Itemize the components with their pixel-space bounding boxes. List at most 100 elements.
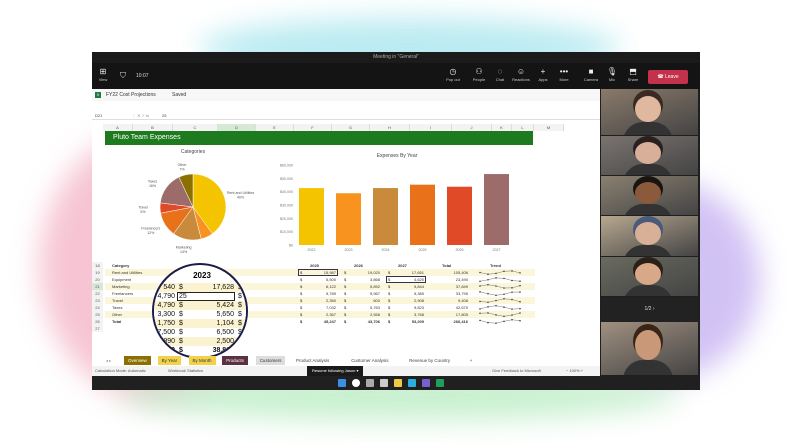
task-view-icon[interactable]	[366, 379, 374, 387]
apps-button[interactable]: + Apps	[532, 66, 554, 82]
formula-bar[interactable]: 25	[162, 113, 167, 118]
participant-video-tile[interactable]	[601, 136, 698, 175]
category-cell[interactable]: Other	[112, 312, 123, 317]
value-cell[interactable]: $5,763	[344, 305, 380, 310]
value-cell[interactable]: $43,706	[344, 319, 380, 324]
row-number[interactable]: 27	[92, 325, 103, 332]
view-button[interactable]: ⊞ View	[92, 66, 114, 82]
sheet-tab[interactable]: Revenue by Country	[409, 358, 451, 363]
mic-button[interactable]: 🎙︎ Mic	[601, 66, 623, 82]
sheet-tab[interactable]: Overview	[124, 356, 151, 365]
value-cell[interactable]: $15,987	[300, 270, 336, 275]
row-number[interactable]: 25	[92, 311, 103, 318]
category-cell[interactable]: Freelancers	[112, 291, 134, 296]
reactions-button[interactable]: ☺ Reactions	[510, 66, 532, 82]
value-cell[interactable]: $4,620	[388, 277, 424, 282]
explorer-icon[interactable]	[394, 379, 402, 387]
gallery-pager[interactable]: 1/2 ›	[601, 297, 698, 322]
participant-video-tile[interactable]	[601, 257, 698, 296]
value-cell[interactable]: $2,367	[300, 312, 336, 317]
sheet-tab[interactable]: Products	[222, 356, 248, 365]
sheet-tab[interactable]: Product Analysis	[296, 358, 330, 363]
file-name[interactable]: FY22 Cost Projections	[106, 92, 156, 98]
value-cell[interactable]: $17,651	[388, 270, 424, 275]
column-header[interactable]: A	[103, 124, 133, 131]
share-button[interactable]: ⬒ Share	[622, 66, 644, 82]
value-cell[interactable]: $9,844	[388, 284, 424, 289]
value-cell[interactable]: $600	[344, 298, 380, 303]
value-cell[interactable]: $5,389	[388, 291, 424, 296]
row-number[interactable]: 20	[92, 276, 103, 283]
column-header[interactable]: L	[512, 124, 534, 131]
row-number[interactable]: 21	[92, 283, 103, 290]
name-box[interactable]: D21	[95, 113, 103, 118]
value-cell[interactable]: 266,416	[453, 319, 468, 324]
value-cell[interactable]: 23,490	[455, 277, 468, 282]
leave-button[interactable]: ☎ Leave	[648, 70, 688, 84]
row-number[interactable]: 22	[92, 290, 103, 297]
value-cell[interactable]: $3,868	[344, 277, 380, 282]
value-cell[interactable]: $19,020	[344, 270, 380, 275]
sheet-tab[interactable]: Customer Analysis	[351, 358, 389, 363]
category-cell[interactable]: Travel	[112, 298, 123, 303]
chat-button[interactable]: ◌ Chat	[489, 66, 511, 82]
value-cell[interactable]: $9,823	[388, 305, 424, 310]
row-number[interactable]: 18	[92, 262, 103, 269]
column-header[interactable]: C	[173, 124, 218, 131]
value-cell[interactable]: 42,670	[455, 305, 468, 310]
more-button[interactable]: ••• More	[553, 66, 575, 82]
value-cell[interactable]: 9,408	[457, 298, 468, 303]
category-cell[interactable]: Marketing	[112, 284, 130, 289]
column-header[interactable]: M	[534, 124, 564, 131]
feedback-link[interactable]: Give Feedback to Microsoft	[492, 368, 541, 373]
value-cell[interactable]: $5,967	[344, 291, 380, 296]
camera-button[interactable]: ■ Camera	[580, 66, 602, 82]
sheet-tab[interactable]: Customers	[255, 356, 286, 365]
column-header[interactable]: K	[492, 124, 512, 131]
tab-scroll-icons[interactable]: ◂ ▸	[106, 358, 112, 363]
pop-out-button[interactable]: ◷ Pop out	[442, 66, 464, 82]
workbook-statistics[interactable]: Workbook Statistics	[168, 368, 204, 373]
teams-icon[interactable]	[422, 379, 430, 387]
start-icon[interactable]	[338, 379, 346, 387]
column-header[interactable]: B	[133, 124, 173, 131]
sheet-tab[interactable]: By Month	[188, 356, 216, 365]
value-cell[interactable]: $2,556	[344, 312, 380, 317]
column-header[interactable]: H	[370, 124, 410, 131]
sheet-tab[interactable]: +	[469, 358, 473, 363]
value-cell[interactable]: $6,122	[300, 284, 336, 289]
value-cell[interactable]: $45,247	[300, 319, 336, 324]
value-cell[interactable]: $2,908	[388, 298, 424, 303]
zoom-control[interactable]: − 100% +	[566, 368, 584, 373]
value-cell[interactable]: $5,789	[300, 291, 336, 296]
column-header[interactable]: D	[218, 124, 256, 131]
value-cell[interactable]: 105,406	[453, 270, 468, 275]
category-cell[interactable]: Equipment	[112, 277, 132, 282]
widgets-icon[interactable]	[380, 379, 388, 387]
search-icon[interactable]	[352, 379, 360, 387]
value-cell[interactable]: $2,350	[300, 298, 336, 303]
column-header[interactable]: J	[452, 124, 492, 131]
category-cell[interactable]: Total	[112, 319, 122, 324]
participant-video-tile[interactable]	[601, 89, 698, 135]
active-cell-editor[interactable]: 25	[179, 293, 187, 300]
edge-icon[interactable]	[408, 379, 416, 387]
column-header[interactable]: E	[256, 124, 294, 131]
row-number[interactable]: 19	[92, 269, 103, 276]
people-button[interactable]: ⚇ People	[468, 66, 490, 82]
participant-video-tile[interactable]	[601, 216, 698, 256]
resume-following-button[interactable]: Resume following Jason ▾	[307, 366, 364, 376]
value-cell[interactable]: $3,768	[388, 312, 424, 317]
column-header[interactable]: I	[410, 124, 452, 131]
value-cell[interactable]: $5,892	[344, 284, 380, 289]
column-header[interactable]: G	[332, 124, 370, 131]
participant-video-tile[interactable]	[601, 322, 698, 375]
category-cell[interactable]: Taxes	[112, 305, 123, 310]
category-cell[interactable]: Rent and Utilities	[112, 270, 143, 275]
row-number[interactable]: 23	[92, 297, 103, 304]
row-number[interactable]: 24	[92, 304, 103, 311]
value-cell[interactable]: 33,795	[455, 291, 468, 296]
value-cell[interactable]: 37,849	[455, 284, 468, 289]
value-cell[interactable]: $5,500	[300, 277, 336, 282]
row-number[interactable]: 26	[92, 318, 103, 325]
